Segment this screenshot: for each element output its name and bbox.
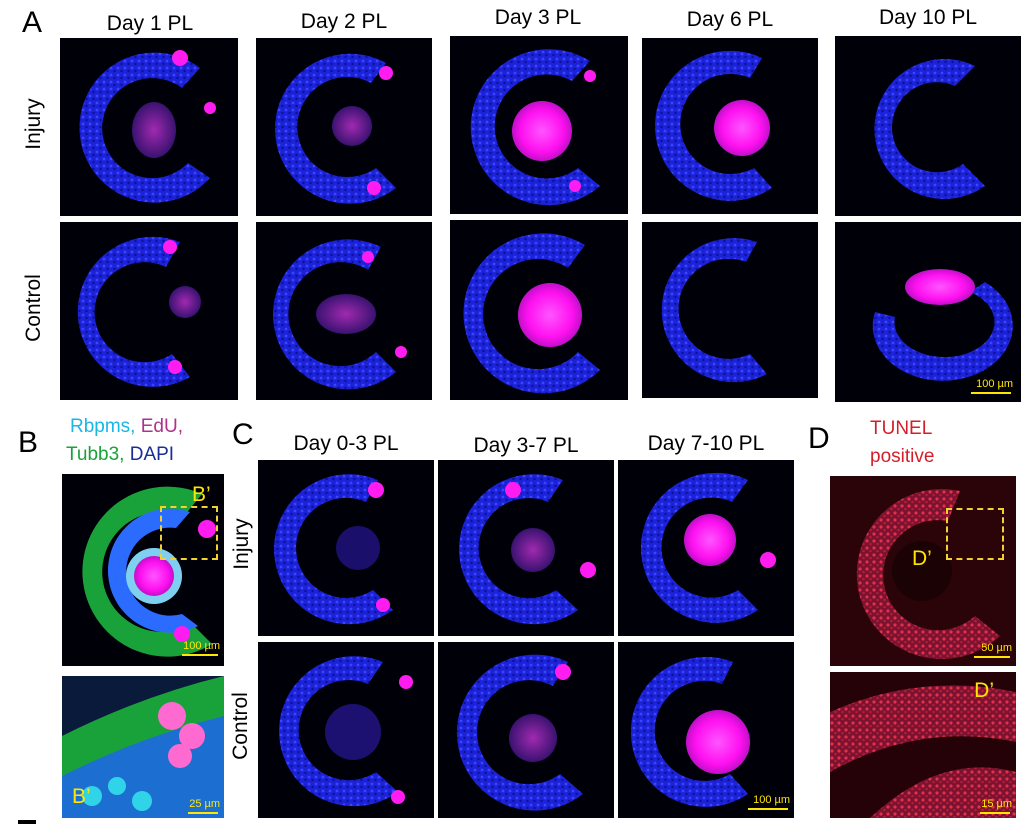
column-title-day3: Day 3 PL	[494, 6, 582, 29]
micrograph-a-control-day2	[256, 222, 432, 400]
legend-dapi: DAPI	[129, 444, 175, 465]
row-title-injury-a: Injury	[22, 98, 45, 150]
micrograph-a-injury-day6	[642, 38, 818, 214]
column-title-day2: Day 2 PL	[300, 10, 388, 33]
column-title-day0-3: Day 0-3 PL	[293, 432, 399, 455]
column-title-day6: Day 6 PL	[686, 8, 774, 31]
micrograph-d-inset: D’ 15 µm	[830, 672, 1016, 818]
inset-box-b	[160, 506, 218, 560]
micrograph-c-control-day0-3	[258, 642, 434, 818]
inset-box-label-b: B’	[192, 483, 211, 506]
inset-label-b: B’	[72, 785, 91, 808]
panel-label-d: D	[808, 422, 830, 455]
scale-bar-c	[748, 808, 788, 810]
legend-edu: EdU,	[140, 416, 183, 437]
legend-line-2: Tubb3, DAPI	[66, 444, 174, 466]
scale-bar-d-main	[974, 656, 1010, 658]
inset-box-d	[946, 508, 1004, 560]
panel-label-c: C	[232, 418, 254, 451]
column-title-day3-7: Day 3-7 PL	[473, 434, 579, 457]
tunel-title-line1: TUNEL	[870, 418, 933, 439]
micrograph-c-injury-day7-10	[618, 460, 794, 636]
scale-bar-label-b-main: 100 µm	[183, 640, 220, 652]
micrograph-a-control-day6	[642, 222, 818, 398]
micrograph-a-control-day3	[450, 220, 628, 400]
inset-box-label-d: D’	[912, 547, 932, 570]
micrograph-c-control-day7-10: 100 µm	[618, 642, 794, 818]
micrograph-a-injury-day10	[835, 36, 1021, 216]
scale-bar-d-inset	[980, 812, 1010, 814]
micrograph-a-injury-day3	[450, 36, 628, 214]
micrograph-a-injury-day1	[60, 38, 238, 216]
scale-bar-label-d-inset: 15 µm	[981, 798, 1012, 810]
micrograph-d-main: D’ 50 µm	[830, 476, 1016, 666]
micrograph-c-injury-day0-3	[258, 460, 434, 636]
micrograph-a-control-day10: 100 µm	[835, 222, 1021, 402]
scale-bar-a	[971, 392, 1011, 394]
scale-bar-label-a: 100 µm	[976, 378, 1013, 390]
micrograph-b-main: B’ 100 µm	[62, 474, 224, 666]
panel-label-b: B	[18, 426, 39, 459]
column-title-day7-10: Day 7-10 PL	[647, 432, 765, 455]
scale-bar-label-c: 100 µm	[753, 794, 790, 806]
tunel-title-line2: positive	[870, 446, 935, 467]
legend-rbpms: Rbpms,	[70, 416, 136, 437]
micrograph-a-control-day1	[60, 222, 238, 400]
inset-label-d: D’	[974, 679, 994, 702]
micrograph-a-injury-day2	[256, 38, 432, 216]
scale-bar-b-inset	[188, 812, 218, 814]
row-title-control-c: Control	[229, 692, 252, 760]
column-title-day10: Day 10 PL	[878, 6, 978, 29]
scale-bar-b-main	[182, 654, 218, 656]
row-title-injury-c: Injury	[230, 518, 253, 570]
panel-label-a: A	[22, 6, 43, 39]
scale-bar-label-d-main: 50 µm	[981, 642, 1012, 654]
scale-bar-label-b-inset: 25 µm	[189, 798, 220, 810]
legend-line-1: Rbpms, EdU,	[70, 416, 183, 438]
micrograph-c-control-day3-7	[438, 642, 614, 818]
legend-tubb3: Tubb3,	[66, 444, 125, 465]
panel-label-e-fragment	[18, 820, 36, 824]
micrograph-b-inset: B’ 25 µm	[62, 676, 224, 818]
column-title-day1: Day 1 PL	[106, 12, 194, 35]
row-title-control-a: Control	[22, 274, 45, 342]
micrograph-c-injury-day3-7	[438, 460, 614, 636]
